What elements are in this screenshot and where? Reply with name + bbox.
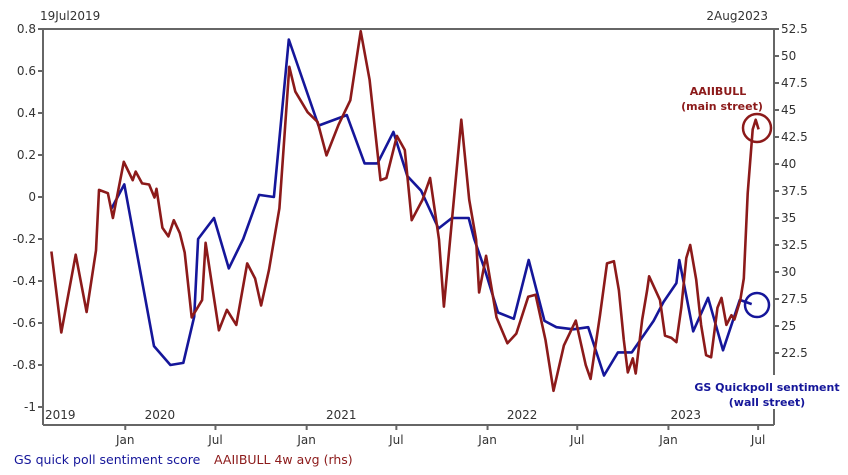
left-tick-label: -0.4	[13, 274, 36, 288]
legend-item-aaiibull: AAIIBULL 4w avg (rhs)	[214, 452, 353, 467]
red-annotation-line1: AAIIBULL	[690, 85, 747, 98]
x-year-label: 2022	[507, 408, 538, 422]
x-tick-label: Jan	[296, 433, 316, 447]
x-tick-label: Jul	[750, 433, 765, 447]
plot-frame	[42, 28, 775, 426]
x-tick-label: Jan	[658, 433, 678, 447]
right-tick-label: 37.5	[781, 184, 808, 198]
right-tick-label: 47.5	[781, 76, 808, 90]
series-lines	[50, 29, 760, 393]
left-tick-label: -1	[24, 400, 36, 414]
x-axis: Jan Jul Jan Jul Jan Jul Jan Jul 2019 2020 2021 2022…	[45, 408, 765, 447]
left-tick-label: 0	[28, 190, 36, 204]
right-tick-label: 25	[781, 319, 796, 333]
right-tick-label: 50	[781, 49, 796, 63]
x-tick-label: Jan	[477, 433, 497, 447]
x-year-label: 2019	[45, 408, 76, 422]
gs-sentiment-line	[109, 38, 753, 377]
x-tick-label: Jul	[207, 433, 222, 447]
right-tick-label: 22.5	[781, 346, 808, 360]
left-tick-label: 0.4	[17, 106, 36, 120]
aaiibull-line	[50, 29, 760, 393]
left-tick-label: -0.8	[13, 358, 36, 372]
right-tick-label: 40	[781, 157, 796, 171]
red-annotation-line2: (main street)	[681, 100, 763, 113]
left-tick-label: 0.6	[17, 64, 36, 78]
x-tick-label: Jul	[388, 433, 403, 447]
right-axis: 52.5 50 47.5 45 42.5 40 37.5 35 32.5 30 27.5 25 22.5	[774, 22, 808, 360]
blue-highlight-circle	[743, 291, 771, 319]
blue-annotation-line2: (wall street)	[729, 396, 805, 409]
right-tick-label: 45	[781, 103, 796, 117]
left-axis: 0.8 0.6 0.4 0.2 0 -0.2 -0.4 -0.6 -0.8 -1	[13, 22, 43, 414]
blue-annotation-line1: GS Quickpoll sentiment	[694, 381, 839, 394]
blue-annotation: GS Quickpoll sentiment (wall street)	[692, 291, 842, 409]
legend: GS quick poll sentiment score AAIIBULL 4…	[14, 452, 353, 467]
x-year-label: 2020	[145, 408, 176, 422]
right-tick-label: 42.5	[781, 130, 808, 144]
legend-item-gs: GS quick poll sentiment score	[14, 452, 201, 467]
x-tick-label: Jul	[569, 433, 584, 447]
left-tick-label: -0.2	[13, 232, 36, 246]
right-tick-label: 30	[781, 265, 796, 279]
left-tick-label: -0.6	[13, 316, 36, 330]
x-year-label: 2021	[326, 408, 357, 422]
x-year-label: 2023	[670, 408, 701, 422]
x-tick-label: Jan	[115, 433, 135, 447]
right-tick-label: 52.5	[781, 22, 808, 36]
right-tick-label: 35	[781, 211, 796, 225]
red-annotation: AAIIBULL (main street)	[681, 85, 773, 144]
right-tick-label: 32.5	[781, 238, 808, 252]
left-tick-label: 0.2	[17, 148, 36, 162]
end-date-label: 2Aug2023	[706, 9, 768, 23]
start-date-label: 19Jul2019	[40, 9, 100, 23]
red-highlight-circle	[741, 112, 773, 144]
right-tick-label: 27.5	[781, 292, 808, 306]
left-tick-label: 0.8	[17, 22, 36, 36]
